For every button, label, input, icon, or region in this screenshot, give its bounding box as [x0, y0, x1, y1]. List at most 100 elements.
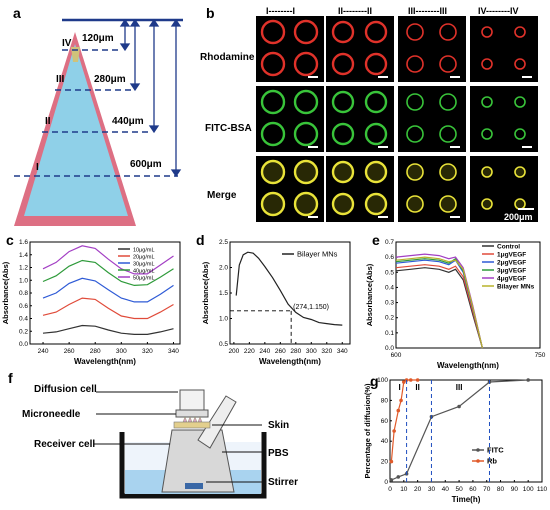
series-line — [42, 277, 174, 303]
data-point — [396, 408, 401, 413]
needle-inner-layer — [24, 44, 128, 216]
diffusion-cell-diagram: Diffusion cell Microneedle Receiver cell… — [22, 384, 298, 499]
y-tick-label: 0.4 — [385, 284, 394, 291]
y-tick-label: 60 — [381, 418, 389, 425]
micrograph-tile — [470, 156, 538, 222]
panel-e-label: e — [372, 232, 380, 248]
level-i-label: I — [36, 162, 39, 173]
needle-cross-section — [293, 121, 319, 147]
y-tick-label: 0.5 — [385, 269, 394, 276]
y-tick-label: 0.8 — [19, 290, 28, 297]
needle-cross-section — [406, 163, 424, 181]
series-line — [395, 264, 483, 349]
x-tick-label: 260 — [64, 348, 75, 355]
x-tick-label: 20 — [414, 486, 422, 493]
chart-c-absorbance: 240 260 280 300 320 340 0.0 0.2 0.4 0.6 0.8 1.0 1.2 1… — [1, 239, 181, 366]
pbs-label: PBS — [268, 448, 289, 459]
y-tick-label: 0.2 — [19, 328, 28, 335]
legend-label: 3μgVEGF — [497, 268, 526, 275]
needle-cross-section — [293, 159, 319, 185]
column-header-i: I--------I — [266, 6, 295, 16]
x-axis-label: Time(h) — [452, 495, 481, 504]
series-line — [235, 251, 343, 326]
level-iv-label: IV — [62, 38, 72, 49]
needle-cross-section — [406, 23, 424, 41]
needle-cross-section — [514, 96, 526, 108]
x-axis-label: Wavelength(nm) — [437, 361, 499, 370]
needle-cross-section — [260, 89, 286, 115]
data-point — [408, 378, 413, 382]
data-point — [415, 378, 420, 382]
micrograph-tile — [326, 16, 394, 82]
needle-cross-section — [406, 55, 424, 73]
needle-cross-section — [364, 90, 388, 114]
legend-label: 50μg/mL — [133, 276, 155, 282]
y-tick-label: 0.0 — [19, 341, 28, 348]
scale-bar — [522, 146, 532, 148]
data-point — [402, 380, 406, 384]
needle-cross-section — [439, 93, 457, 111]
needle-cross-section — [364, 160, 388, 184]
series-line — [391, 379, 529, 481]
x-tick-label: 220 — [244, 348, 255, 355]
series-line — [395, 267, 483, 349]
data-point — [392, 429, 396, 433]
needle-cross-section — [260, 121, 286, 147]
y-tick-label: 1.5 — [219, 290, 228, 297]
needle-cross-section — [439, 163, 457, 181]
data-point — [457, 404, 461, 409]
x-tick-label: 320 — [142, 348, 153, 355]
y-axis-label: Absorbance(Abs) — [1, 261, 10, 324]
y-tick-label: 1.4 — [19, 252, 28, 259]
data-point — [399, 398, 403, 403]
scale-bar — [308, 146, 318, 148]
x-tick-label: 10 — [400, 486, 408, 493]
x-tick-label: 30 — [428, 486, 436, 493]
legend-label: Bilayer MNs — [497, 284, 535, 291]
plot-frame — [389, 379, 543, 483]
y-tick-label: 0.0 — [385, 345, 394, 352]
microneedle-label: Microneedle — [22, 409, 81, 420]
x-tick-label: 280 — [290, 348, 301, 355]
y-tick-label: 0.6 — [385, 254, 394, 261]
skin-label: Skin — [268, 420, 289, 431]
needle-cross-section — [481, 26, 493, 38]
needle-cross-section — [406, 125, 424, 143]
micrograph-tile — [398, 156, 466, 222]
needle-cross-section — [439, 23, 457, 41]
needle-cross-section — [481, 166, 493, 178]
legend-marker — [476, 448, 480, 452]
needle-cross-section — [293, 51, 319, 77]
series-line — [42, 245, 174, 275]
column-header-iii: III--------III — [408, 6, 447, 16]
series-line — [390, 379, 418, 462]
x-tick-label: 260 — [275, 348, 286, 355]
x-tick-label: 40 — [442, 486, 450, 493]
series-line — [42, 297, 174, 320]
legend-label: 1μgVEGF — [497, 252, 526, 259]
needle-cross-section — [293, 19, 319, 45]
legend-label: Rb — [487, 457, 497, 466]
needle-cross-section — [331, 90, 355, 114]
x-tick-label: 0 — [388, 486, 392, 493]
needle-cross-section — [481, 128, 493, 140]
x-tick-label: 110 — [537, 486, 548, 493]
needle-cross-section — [364, 20, 388, 44]
x-tick-label: 80 — [497, 486, 505, 493]
micrograph-tile — [256, 86, 324, 152]
scale-bar — [450, 146, 460, 148]
receiver-cell-label: Receiver cell — [34, 439, 95, 450]
data-point — [389, 478, 394, 482]
x-tick-label: 600 — [391, 352, 402, 359]
region-label: I — [399, 383, 401, 392]
y-tick-label: 2.5 — [219, 239, 228, 246]
needle-cross-section — [331, 52, 355, 76]
micrograph-tile — [470, 16, 538, 82]
x-tick-label: 70 — [483, 486, 491, 493]
row-label-rhodamine: Rhodamine B — [200, 52, 265, 63]
x-tick-label: 280 — [90, 348, 101, 355]
needle-cross-section — [406, 93, 424, 111]
scale-bar — [308, 76, 318, 78]
needle-cross-section — [260, 159, 286, 185]
depth-120-label: 120μm — [82, 33, 114, 44]
